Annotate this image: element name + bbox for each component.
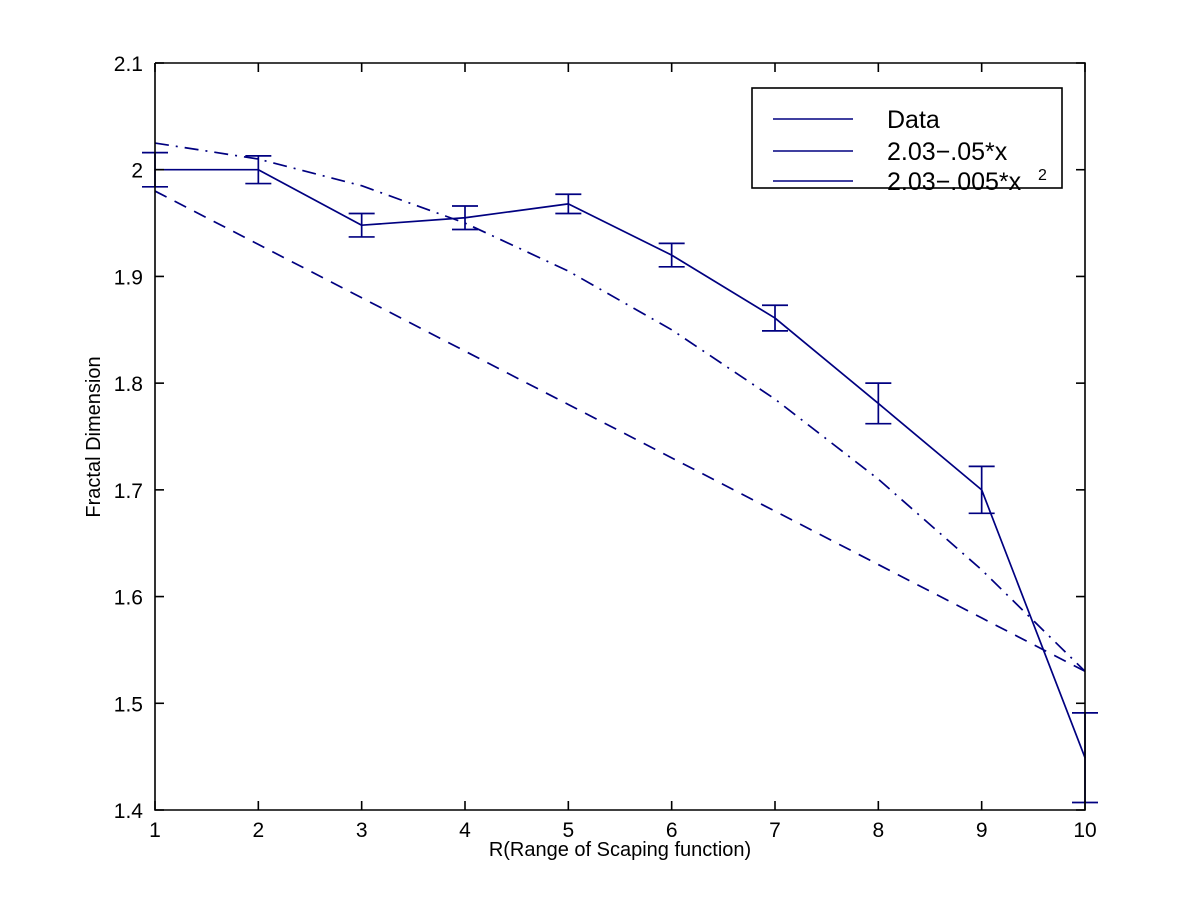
series-dashdot <box>154 142 1086 672</box>
error-bar <box>865 382 892 425</box>
y-tick-label: 1.4 <box>114 800 144 823</box>
x-tick-label: 5 <box>562 819 574 842</box>
x-tick-label: 9 <box>976 819 988 842</box>
x-tick-labels: 1 2 3 4 5 6 7 8 9 10 <box>149 819 1097 842</box>
axes-layer <box>154 62 1086 811</box>
x-tick-label: 1 <box>149 819 161 842</box>
y-tick-label: 1.7 <box>114 480 143 503</box>
y-tick-labels: 1.4 1.5 1.6 1.7 1.8 1.9 2 2.1 <box>114 53 144 823</box>
error-bar <box>245 154 272 185</box>
y-tick-label: 2 <box>131 160 143 183</box>
y-tick-label: 1.9 <box>114 266 143 289</box>
error-bar <box>762 304 788 332</box>
y-tick-label: 1.6 <box>114 587 143 610</box>
y-axis-title: Fractal Dimension <box>83 356 105 517</box>
x-tick-label: 4 <box>459 819 471 842</box>
y-tick-label: 1.5 <box>114 693 143 716</box>
legend-label-quadratic-fit: 2.03−.005*x <box>887 168 1022 196</box>
x-tick-label: 6 <box>666 819 678 842</box>
error-bar <box>348 212 375 238</box>
x-tick-label: 7 <box>769 819 781 842</box>
error-bar <box>968 465 995 515</box>
y-tick-label: 1.8 <box>114 373 143 396</box>
chart-legend[interactable]: Data 2.03−.05*x 2.03−.005*x 2 <box>751 87 1063 196</box>
legend-box <box>751 87 1063 189</box>
x-tick-label: 10 <box>1073 819 1096 842</box>
data-series-layer <box>142 142 1098 804</box>
x-axis-title: R(Range of Scaping function) <box>489 839 751 861</box>
legend-label-linear-fit: 2.03−.05*x <box>887 138 1008 166</box>
x-tick-label: 8 <box>872 819 884 842</box>
legend-label-data: Data <box>887 106 940 134</box>
series-solid <box>154 168 1086 759</box>
error-bar <box>555 193 582 215</box>
x-tick-label: 2 <box>252 819 264 842</box>
error-bar <box>658 242 685 268</box>
error-bar <box>452 205 478 231</box>
legend-label-quadratic-exponent: 2 <box>1038 167 1047 184</box>
y-tick-label: 2.1 <box>114 53 143 76</box>
x-tick-label: 3 <box>356 819 368 842</box>
tick-marks <box>154 62 1086 811</box>
